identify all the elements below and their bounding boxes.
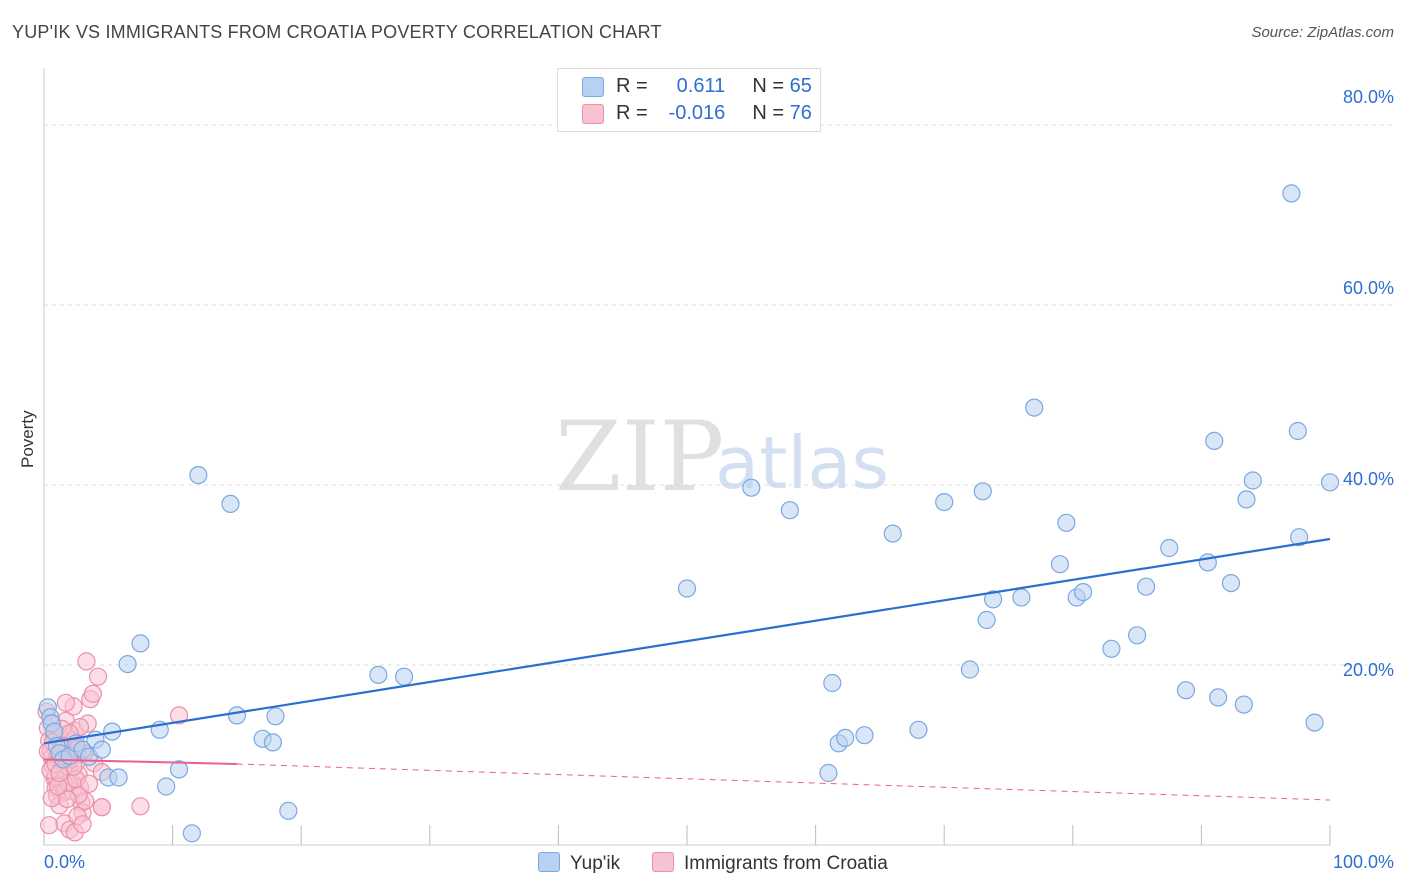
- yupik-trend-line: [43, 537, 1331, 745]
- yupik-point: [169, 760, 189, 779]
- yupik-point: [1288, 421, 1307, 441]
- yupik-point: [960, 660, 980, 679]
- yupik-point: [1102, 639, 1121, 658]
- legend-swatch-yupik: [538, 852, 560, 872]
- legend-swatch-yupik: [582, 77, 604, 97]
- legend-item-croatia: Immigrants from Croatia: [652, 852, 888, 875]
- legend-n-label: N =: [752, 75, 785, 97]
- yupik-point: [836, 728, 855, 748]
- yupik-point: [279, 801, 298, 820]
- yupik-point: [118, 654, 137, 674]
- croatia-point: [77, 652, 96, 671]
- yupik-point: [977, 610, 996, 630]
- croatia-point: [83, 684, 102, 703]
- yupik-point: [1205, 431, 1224, 450]
- yupik-point: [1305, 713, 1324, 732]
- legend-r-label: R =: [616, 102, 648, 124]
- x-tick-label-min: 0.0%: [44, 852, 86, 872]
- yupik-point: [883, 524, 902, 543]
- yupik-point: [1209, 688, 1228, 707]
- yupik-point: [983, 590, 1003, 609]
- yupik-point: [1012, 588, 1031, 607]
- croatia-trend-line-extended: [236, 763, 1331, 801]
- legend-swatch-croatia: [582, 104, 604, 124]
- yupik-point: [780, 501, 799, 520]
- yupik-point: [1073, 582, 1093, 602]
- gridlines: [44, 124, 1395, 666]
- croatia-point: [40, 816, 59, 835]
- yupik-point: [1176, 681, 1196, 700]
- croatia-point: [92, 798, 111, 817]
- yupik-point: [1221, 573, 1241, 593]
- legend-item-yupik: Yup'ik: [538, 852, 620, 875]
- croatia-point: [58, 789, 77, 809]
- croatia-point: [79, 774, 99, 793]
- yupik-point: [1320, 473, 1340, 492]
- yupik-point: [935, 493, 954, 512]
- yupik-point: [394, 667, 414, 686]
- yupik-point: [1234, 695, 1253, 714]
- legend-label-yupik: Yup'ik: [570, 853, 621, 874]
- watermark: ZIP atlas: [555, 401, 889, 513]
- yupik-point: [855, 726, 874, 745]
- croatia-point: [169, 706, 189, 725]
- yupik-point: [1057, 513, 1076, 532]
- y-tick-label: 20.0%: [1342, 660, 1394, 680]
- yupik-point: [189, 466, 208, 485]
- series-yupik-points: [38, 184, 1340, 843]
- x-tick-label-max: 100.0%: [1332, 852, 1394, 872]
- y-tick-label: 80.0%: [1342, 87, 1394, 107]
- legend-r-label: R =: [616, 75, 648, 97]
- croatia-point: [56, 693, 75, 712]
- yupik-point: [131, 634, 150, 653]
- legend-n-value-yupik: 65: [789, 75, 812, 97]
- croatia-point: [88, 667, 108, 686]
- yupik-point: [1050, 555, 1070, 574]
- chart-title: YUP'IK VS IMMIGRANTS FROM CROATIA POVERT…: [12, 22, 662, 42]
- y-tick-label: 40.0%: [1342, 469, 1394, 489]
- yupik-point: [909, 720, 928, 739]
- yupik-point: [1290, 528, 1309, 547]
- source-label: Source: ZipAtlas.com: [1251, 24, 1394, 41]
- yupik-point: [227, 706, 246, 725]
- yupik-point: [1137, 577, 1156, 596]
- yupik-point: [1237, 490, 1256, 509]
- watermark-atlas: atlas: [715, 421, 889, 505]
- legend-label-croatia: Immigrants from Croatia: [684, 853, 888, 874]
- yupik-point: [182, 824, 201, 843]
- yupik-point: [973, 482, 992, 501]
- y-tick-label: 60.0%: [1342, 278, 1394, 298]
- legend-swatch-croatia: [652, 852, 674, 872]
- trend-lines: [43, 537, 1331, 801]
- legend-n-value-croatia: 76: [789, 102, 812, 124]
- croatia-point: [131, 797, 150, 816]
- yupik-point: [1160, 538, 1179, 558]
- yupik-point: [1127, 626, 1147, 645]
- yupik-point: [109, 768, 128, 787]
- croatia-point: [73, 815, 92, 834]
- yupik-point: [677, 579, 697, 598]
- yupik-point: [266, 707, 285, 726]
- yupik-point: [221, 494, 240, 513]
- watermark-zip: ZIP: [555, 401, 724, 513]
- croatia-trend-line: [43, 758, 237, 765]
- yupik-point: [742, 478, 761, 497]
- legend-r-value-yupik: 0.611: [676, 75, 726, 97]
- legend-r-value-croatia: -0.016: [668, 102, 726, 124]
- legend-n-label: N =: [752, 102, 785, 124]
- yupik-point: [823, 673, 842, 693]
- yupik-point: [1243, 471, 1262, 490]
- yupik-point: [157, 777, 176, 796]
- stats-legend: R = 0.611 N = 65 R = -0.016 N = 76: [557, 68, 821, 132]
- yupik-point: [819, 763, 838, 783]
- yupik-point: [1282, 184, 1301, 203]
- yupik-point: [263, 733, 283, 752]
- yupik-point: [92, 740, 111, 759]
- yupik-point: [369, 665, 388, 685]
- yupik-point: [1025, 398, 1044, 417]
